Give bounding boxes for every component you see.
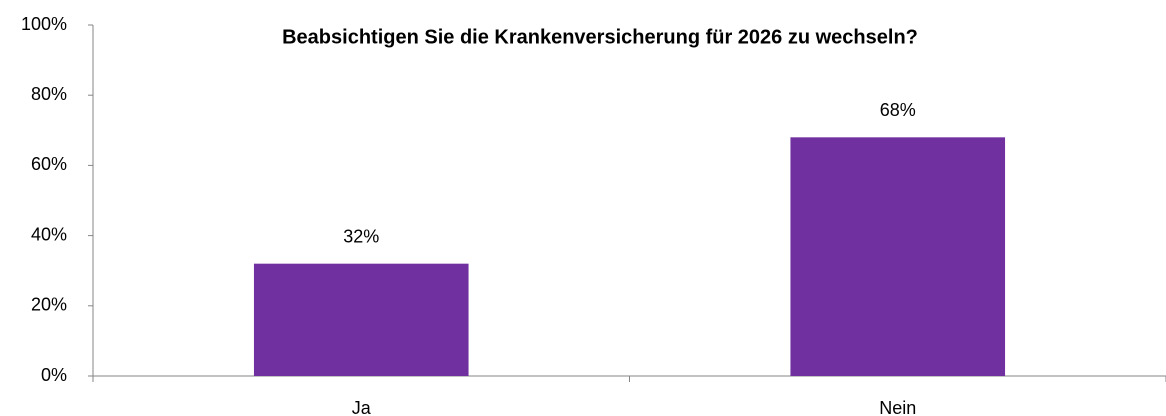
- bar: [790, 137, 1006, 376]
- bar: [253, 263, 469, 376]
- y-tick-label: 40%: [31, 224, 67, 244]
- x-tick-label: Nein: [879, 398, 916, 416]
- y-tick-label: 20%: [31, 295, 67, 315]
- chart-title: Beabsichtigen Sie die Krankenversicherun…: [282, 26, 918, 48]
- y-tick-label: 60%: [31, 154, 67, 174]
- data-label: 68%: [880, 100, 916, 120]
- y-tick-label: 80%: [31, 84, 67, 104]
- data-label: 32%: [343, 226, 379, 246]
- y-tick-label: 0%: [41, 365, 67, 385]
- y-tick-label: 100%: [21, 14, 67, 34]
- x-tick-label: Ja: [352, 398, 372, 416]
